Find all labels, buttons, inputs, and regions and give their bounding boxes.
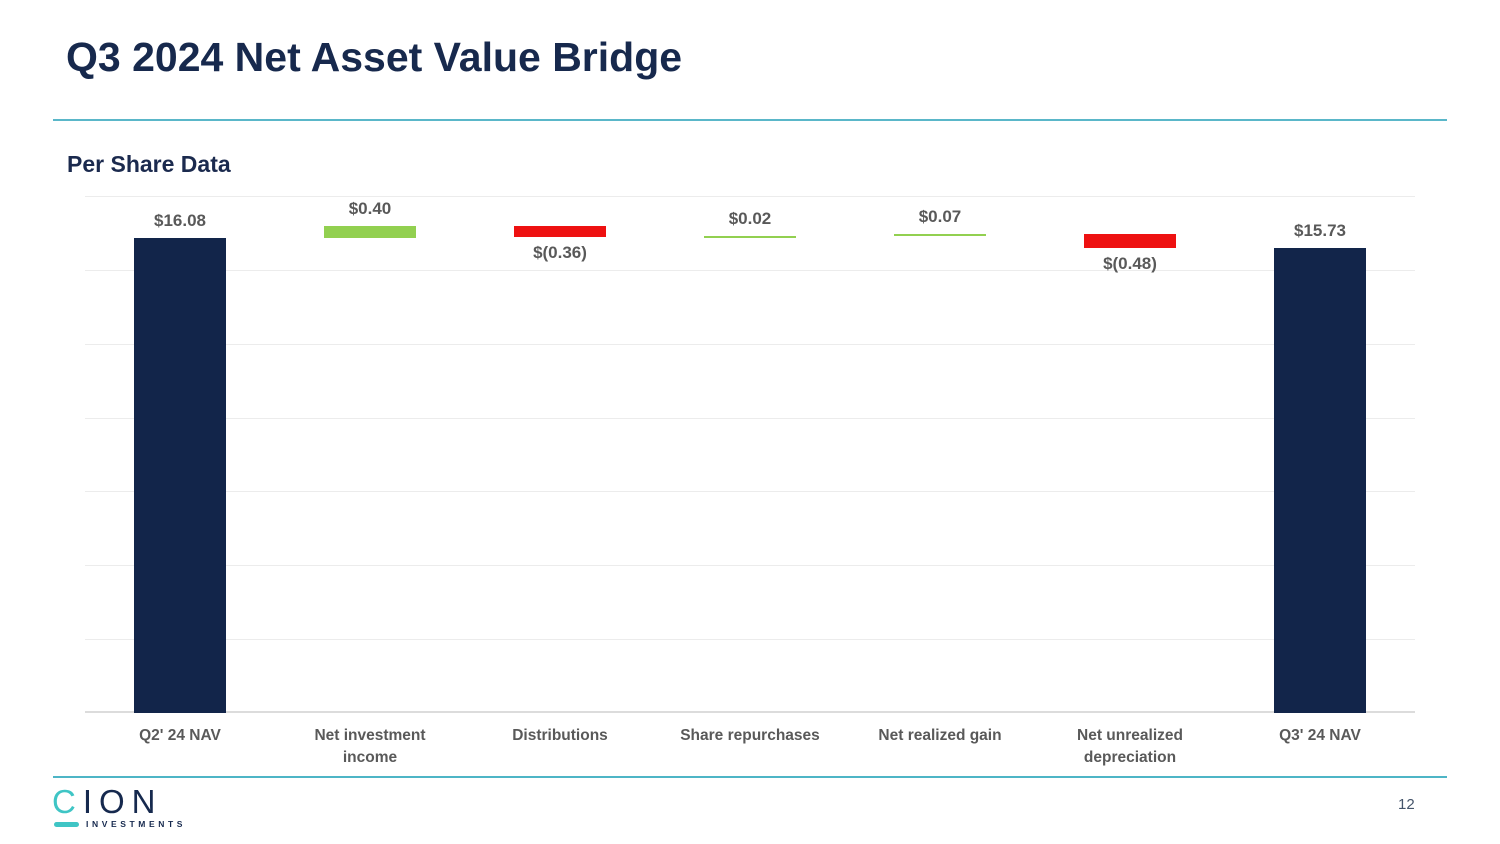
bar-share-repurchases bbox=[704, 236, 796, 239]
bar-net-realized-gain bbox=[894, 234, 986, 237]
bar-net-investment-income bbox=[324, 226, 416, 238]
cion-logo-subline: INVESTMENTS bbox=[54, 819, 186, 829]
logo-investments-text: INVESTMENTS bbox=[86, 819, 187, 829]
bar-q2-24-nav bbox=[134, 237, 226, 713]
gridline bbox=[85, 196, 1415, 197]
chart-subtitle: Per Share Data bbox=[67, 151, 231, 177]
page-title: Q3 2024 Net Asset Value Bridge bbox=[66, 34, 683, 80]
category-label-share-repurchases: Share repurchases bbox=[680, 727, 820, 744]
category-label-q3-24-nav: Q3' 24 NAV bbox=[1279, 727, 1361, 744]
value-label-distributions: $(0.36) bbox=[533, 242, 587, 262]
category-label-distributions: Distributions bbox=[512, 727, 608, 744]
bar-distributions bbox=[514, 226, 606, 237]
category-label-net-realized-gain: Net realized gain bbox=[878, 727, 1002, 744]
logo-dash-icon bbox=[54, 821, 79, 827]
page-number: 12 bbox=[1398, 796, 1415, 813]
logo-letter-c: C bbox=[52, 783, 83, 820]
gridline bbox=[85, 269, 1415, 271]
gridline bbox=[85, 491, 1415, 493]
category-label-net-unrealized-depreciation: Net unrealized depreciation bbox=[1077, 727, 1183, 767]
category-label-q2-24-nav: Q2' 24 NAV bbox=[139, 727, 221, 744]
gridline bbox=[85, 417, 1415, 419]
value-label-net-realized-gain: $0.07 bbox=[918, 207, 962, 227]
value-label-q3-24-nav: $15.73 bbox=[1294, 221, 1346, 241]
value-label-net-investment-income: $0.40 bbox=[348, 199, 392, 219]
logo-letters-ion: ION bbox=[82, 783, 163, 820]
bar-net-unrealized-depreciation bbox=[1084, 234, 1176, 249]
gridline bbox=[85, 343, 1415, 345]
footer-divider bbox=[53, 776, 1447, 778]
cion-logo: CION INVESTMENTS bbox=[52, 785, 186, 829]
value-label-share-repurchases: $0.02 bbox=[728, 209, 772, 229]
cion-logo-wordmark: CION bbox=[52, 785, 186, 818]
category-label-net-investment-income: Net investment income bbox=[314, 727, 426, 767]
value-label-net-unrealized-depreciation: $(0.48) bbox=[1103, 254, 1157, 274]
gridline bbox=[85, 639, 1415, 641]
gridline bbox=[85, 565, 1415, 567]
bar-q3-24-nav bbox=[1274, 248, 1366, 713]
value-label-q2-24-nav: $16.08 bbox=[154, 210, 206, 230]
nav-bridge-waterfall-chart: $16.08 Q2' 24 NAV $0.40 Net investment inco… bbox=[85, 196, 1415, 766]
title-divider bbox=[53, 119, 1447, 121]
